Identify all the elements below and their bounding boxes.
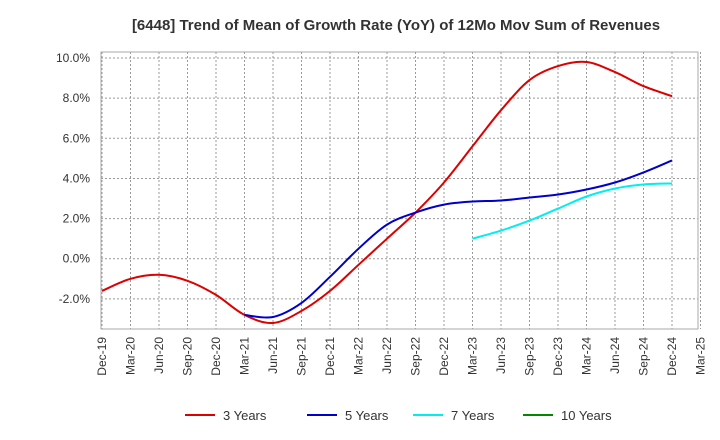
x-tick-label: Sep-22 [409,337,423,376]
x-tick-label: Mar-24 [580,337,594,375]
y-tick-label: 6.0% [63,131,91,145]
x-tick-label: Dec-22 [437,337,451,376]
x-tick-label: Dec-19 [95,337,109,376]
y-tick-label: -2.0% [59,292,91,306]
x-tick-label: Mar-20 [124,337,138,375]
x-tick-label: Dec-20 [209,337,223,376]
x-tick-label: Dec-23 [551,337,565,376]
x-tick-label: Jun-23 [494,337,508,374]
series-line-5-years [244,159,673,319]
legend-label-10-years: 10 Years [561,408,612,423]
legend-label-7-years: 7 Years [451,408,495,423]
x-tick-label: Sep-24 [637,337,651,376]
x-tick-label: Dec-21 [323,337,337,376]
x-tick-label: Sep-20 [181,337,195,376]
x-tick-label: Jun-22 [380,337,394,374]
series-line-7-years [472,182,673,240]
x-tick-label: Mar-25 [694,337,708,375]
legend-label-5-years: 5 Years [345,408,389,423]
x-tick-label: Jun-20 [152,337,166,374]
x-tick-label: Sep-23 [523,337,537,376]
legend: 3 Years 5 Years 7 Years 10 Years [185,408,612,423]
x-axis: Dec-19 Mar-20 Jun-20 Sep-20 Dec-20 Mar-21 Jun-… [95,337,708,376]
x-tick-label: Dec-24 [665,337,679,376]
y-axis: -2.0% 0.0% 2.0% 4.0% 6.0% 8.0% 10.0% [56,51,90,306]
y-tick-label: 8.0% [63,91,91,105]
y-tick-label: 0.0% [63,252,91,266]
x-tick-label: Mar-22 [352,337,366,375]
x-tick-label: Mar-21 [238,337,252,375]
x-tick-label: Jun-24 [608,337,622,374]
x-tick-label: Sep-21 [295,337,309,376]
series-line-3-years [101,60,673,325]
y-tick-label: 10.0% [56,51,90,65]
series-lines [101,60,673,325]
x-tick-label: Mar-23 [466,337,480,375]
legend-label-3-years: 3 Years [223,408,267,423]
chart-title: [6448] Trend of Mean of Growth Rate (YoY… [132,17,660,34]
y-tick-label: 2.0% [63,212,91,226]
plot-frame [100,51,699,330]
x-tick-label: Jun-21 [266,337,280,374]
y-tick-label: 4.0% [63,171,91,185]
grid [101,52,701,329]
